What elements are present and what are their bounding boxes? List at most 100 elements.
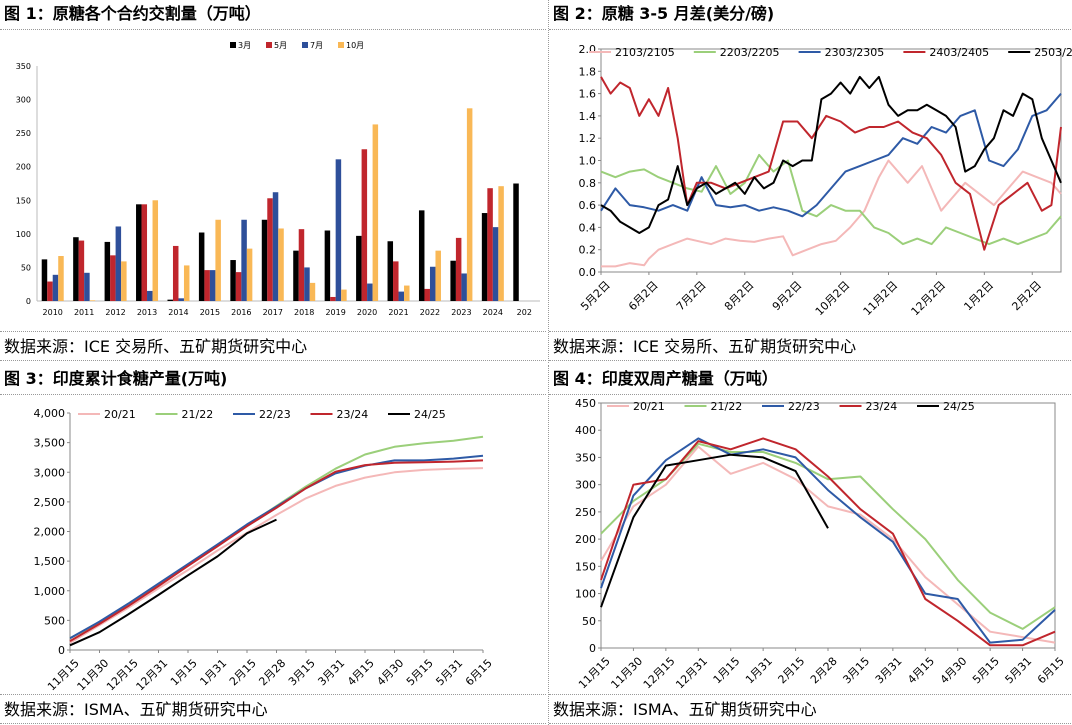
x-tick-label: 12月31 xyxy=(673,655,710,692)
bar xyxy=(141,204,148,301)
bar xyxy=(372,124,379,302)
bar xyxy=(272,192,279,301)
y-tick-label: 100 xyxy=(575,588,596,601)
x-tick-label: 2023 xyxy=(451,308,471,317)
y-tick-label: 300 xyxy=(16,96,31,105)
x-tick-label: 3月31 xyxy=(315,657,347,689)
x-tick-label: 5月31 xyxy=(433,657,465,689)
bar xyxy=(429,266,436,301)
y-tick-label: 0 xyxy=(589,642,596,655)
bar xyxy=(481,213,488,301)
x-tick-label: 1月15 xyxy=(711,655,743,687)
y-tick-label: 3,000 xyxy=(34,466,66,479)
bar xyxy=(267,198,273,301)
legend-label: 7月 xyxy=(310,41,323,50)
y-tick-label: 1.0 xyxy=(579,155,597,168)
bar xyxy=(204,270,210,301)
legend-label: 20/21 xyxy=(633,400,665,413)
legend-label: 20/21 xyxy=(104,408,136,421)
bar xyxy=(461,273,467,301)
x-tick-label: 2015 xyxy=(200,308,220,317)
y-tick-label: 0.8 xyxy=(579,177,597,190)
series-line xyxy=(69,459,484,642)
legend-label: 23/24 xyxy=(866,400,898,413)
y-tick-label: 0.6 xyxy=(579,199,597,212)
series-line xyxy=(69,518,277,647)
x-tick-label: 11月30 xyxy=(75,657,112,694)
bar xyxy=(387,241,394,301)
bar xyxy=(450,260,456,301)
y-tick-label: 300 xyxy=(575,479,596,492)
y-tick-label: 350 xyxy=(575,451,596,464)
bar xyxy=(41,259,48,301)
y-tick-label: 200 xyxy=(16,163,31,172)
y-tick-label: 500 xyxy=(44,614,65,627)
y-tick-label: 0.0 xyxy=(579,266,597,279)
panel-3-source: 数据来源：ISMA、五矿期货研究中心 xyxy=(0,694,546,724)
y-tick-label: 1.4 xyxy=(579,110,597,123)
bar xyxy=(398,291,405,301)
x-tick-label: 3月15 xyxy=(286,657,318,689)
series-line xyxy=(69,467,484,644)
x-tick-label: 6月2日 xyxy=(626,279,661,314)
legend-label: 3月 xyxy=(238,41,251,50)
x-tick-label: 2月15 xyxy=(227,657,259,689)
y-tick-label: 1.8 xyxy=(579,65,597,78)
panel-4-title: 图 4：印度双周产糖量（万吨） xyxy=(549,365,1072,395)
series-line xyxy=(69,435,484,640)
x-tick-label: 11月30 xyxy=(608,655,645,692)
x-tick-label: 4月30 xyxy=(374,657,406,689)
legend-label: 2303/2305 xyxy=(825,46,885,59)
x-tick-label: 2012 xyxy=(105,308,125,317)
x-tick-label: 12月2日 xyxy=(909,279,949,319)
chart-3-cumulative-output: 0 500 1,000 1,500 2,000 2,500 3,000 3,500 4,000 1… xyxy=(34,407,495,694)
series-line xyxy=(600,437,1056,644)
y-tick-label: 0 xyxy=(26,297,31,306)
y-tick-label: 200 xyxy=(575,533,596,546)
legend-label: 2103/2105 xyxy=(615,46,675,59)
x-tick-label: 2019 xyxy=(325,308,345,317)
bar xyxy=(261,219,268,301)
bar xyxy=(178,298,184,301)
x-tick-label: 5月31 xyxy=(1003,655,1035,687)
bar xyxy=(487,188,493,301)
x-tick-label: 3月31 xyxy=(873,655,905,687)
y-tick-label: 400 xyxy=(575,424,596,437)
bar xyxy=(335,159,342,301)
bar xyxy=(418,210,425,301)
y-tick-label: 2,500 xyxy=(34,496,66,509)
bar xyxy=(513,183,519,301)
y-tick-label: 350 xyxy=(16,62,31,71)
bar xyxy=(324,230,331,301)
bar xyxy=(209,270,216,301)
bar xyxy=(293,250,299,301)
y-tick-label: 150 xyxy=(16,196,31,205)
panel-3-title: 图 3：印度累计食糖产量(万吨) xyxy=(0,365,546,395)
y-tick-label: 250 xyxy=(575,506,596,519)
bar xyxy=(183,265,190,301)
bar xyxy=(492,227,499,301)
bar xyxy=(367,283,373,301)
x-tick-label: 9月2日 xyxy=(770,279,805,314)
panel-4-source: 数据来源：ISMA、五矿期货研究中心 xyxy=(549,694,1072,724)
panel-3: 图 3：印度累计食糖产量(万吨) 0 500 1,000 1,500 2,000 2,50… xyxy=(0,365,546,725)
legend-swatch xyxy=(302,42,308,48)
bar xyxy=(167,299,173,301)
x-tick-label: 5月2日 xyxy=(578,279,613,314)
x-tick-label: 2020 xyxy=(357,308,377,317)
legend-swatch xyxy=(338,42,344,48)
x-tick-label: 202 xyxy=(517,308,532,317)
x-tick-label: 6月15 xyxy=(463,657,495,689)
x-tick-label: 2011 xyxy=(74,308,94,317)
y-tick-label: 4,000 xyxy=(34,407,66,420)
legend-label: 2203/2205 xyxy=(720,46,780,59)
y-tick-label: 0.2 xyxy=(579,244,597,257)
x-tick-label: 2016 xyxy=(231,308,251,317)
bar xyxy=(121,261,127,301)
y-tick-label: 2,000 xyxy=(34,526,66,539)
series-line xyxy=(600,445,1056,644)
x-tick-label: 1月31 xyxy=(743,655,775,687)
y-tick-label: 2.0 xyxy=(579,43,597,56)
x-tick-label: 2010 xyxy=(43,308,63,317)
y-tick-label: 0 xyxy=(58,644,65,657)
